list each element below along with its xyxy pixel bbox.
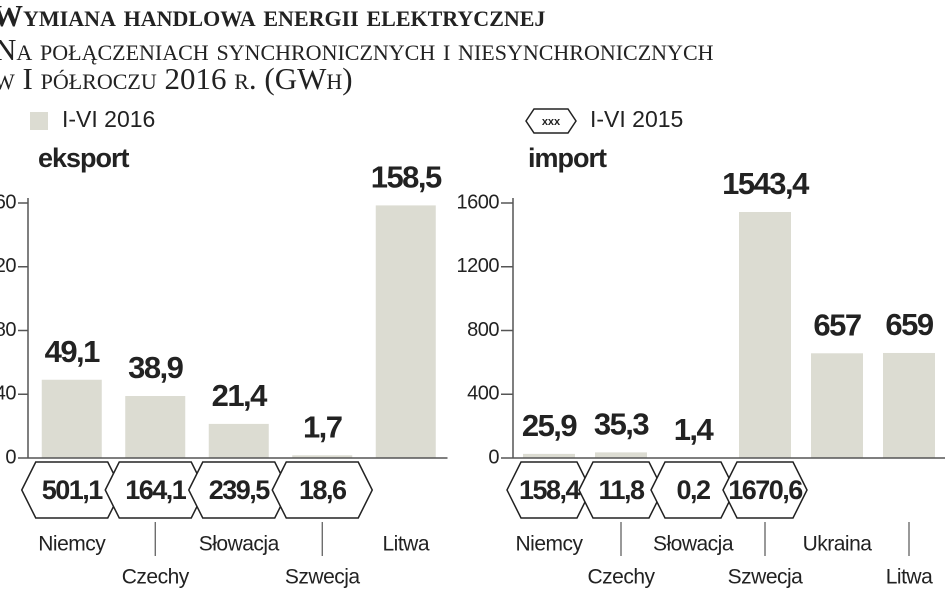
x-tick-label: Słowacja	[653, 533, 734, 556]
x-tick-label: Niemcy	[515, 533, 583, 556]
value-label: 1,7	[303, 409, 342, 444]
hexagon-label: 158,4	[519, 475, 581, 505]
subtitle-line: w I półroczu 2016 r. (GWh)	[0, 61, 353, 96]
hexagon	[271, 461, 374, 519]
chart-title: eksport	[38, 143, 130, 173]
y-tick-label: 0	[488, 446, 499, 468]
bar	[375, 205, 436, 458]
value-label: 35,3	[594, 407, 650, 442]
hexagon-label: 11,8	[598, 475, 645, 505]
y-tick-label: 800	[467, 319, 499, 341]
value-label: 21,4	[212, 378, 269, 413]
y-tick-label: 80	[0, 319, 16, 341]
x-tick-label: Szwecja	[728, 566, 804, 589]
bar	[595, 452, 647, 458]
y-tick-label: 160	[0, 191, 16, 213]
value-label: 49,1	[45, 334, 101, 369]
bar	[739, 212, 791, 458]
bar	[523, 453, 575, 458]
chart-title: import	[528, 143, 607, 173]
hexagon-label: 18,6	[299, 475, 347, 505]
value-label: 1543,4	[722, 166, 810, 201]
value-label: 659	[885, 307, 933, 342]
subtitle-line: Na połączeniach synchronicznych i niesyn…	[0, 32, 714, 67]
hexagon-label: 164,1	[125, 475, 187, 505]
legend-swatch	[30, 112, 48, 130]
y-tick-label: 1200	[457, 255, 500, 277]
value-label: 25,9	[522, 408, 578, 443]
y-tick-label: 1600	[457, 191, 500, 213]
hexagon-label: 1670,6	[728, 475, 803, 505]
x-tick-label: Czechy	[122, 566, 190, 589]
x-tick-label: Litwa	[382, 533, 429, 556]
y-tick-label: 400	[467, 383, 499, 405]
legend-label: I-VI 2016	[62, 106, 155, 132]
x-tick-label: Szwecja	[285, 566, 361, 589]
bar	[41, 379, 102, 458]
hexagon-label: 501,1	[42, 475, 104, 505]
y-tick-label: 0	[5, 446, 16, 468]
x-tick-label: Litwa	[886, 566, 933, 589]
hexagon-label: 0,2	[676, 475, 710, 505]
bar	[292, 455, 353, 458]
value-label: 38,9	[128, 350, 184, 385]
legend-label: I-VI 2015	[590, 106, 683, 132]
y-tick-label: 120	[0, 255, 16, 277]
value-label: 1,4	[674, 412, 715, 447]
bar	[125, 396, 186, 458]
hexagon-label: 239,5	[209, 475, 271, 505]
x-tick-label: Niemcy	[38, 533, 106, 556]
x-tick-label: Ukraina	[803, 533, 873, 556]
bar	[883, 352, 935, 458]
bar	[811, 353, 863, 458]
x-tick-label: Słowacja	[199, 533, 280, 556]
title: Wymiana handlowa energii elektrycznej	[0, 0, 545, 33]
y-tick-label: 40	[0, 383, 16, 405]
legend-marker-text: xxx	[542, 116, 561, 128]
hexagon	[722, 461, 808, 519]
bar	[208, 423, 269, 458]
x-tick-label: Czechy	[587, 566, 655, 589]
legend-hexagon	[525, 108, 577, 134]
value-label: 158,5	[371, 160, 442, 195]
value-label: 657	[813, 307, 860, 342]
